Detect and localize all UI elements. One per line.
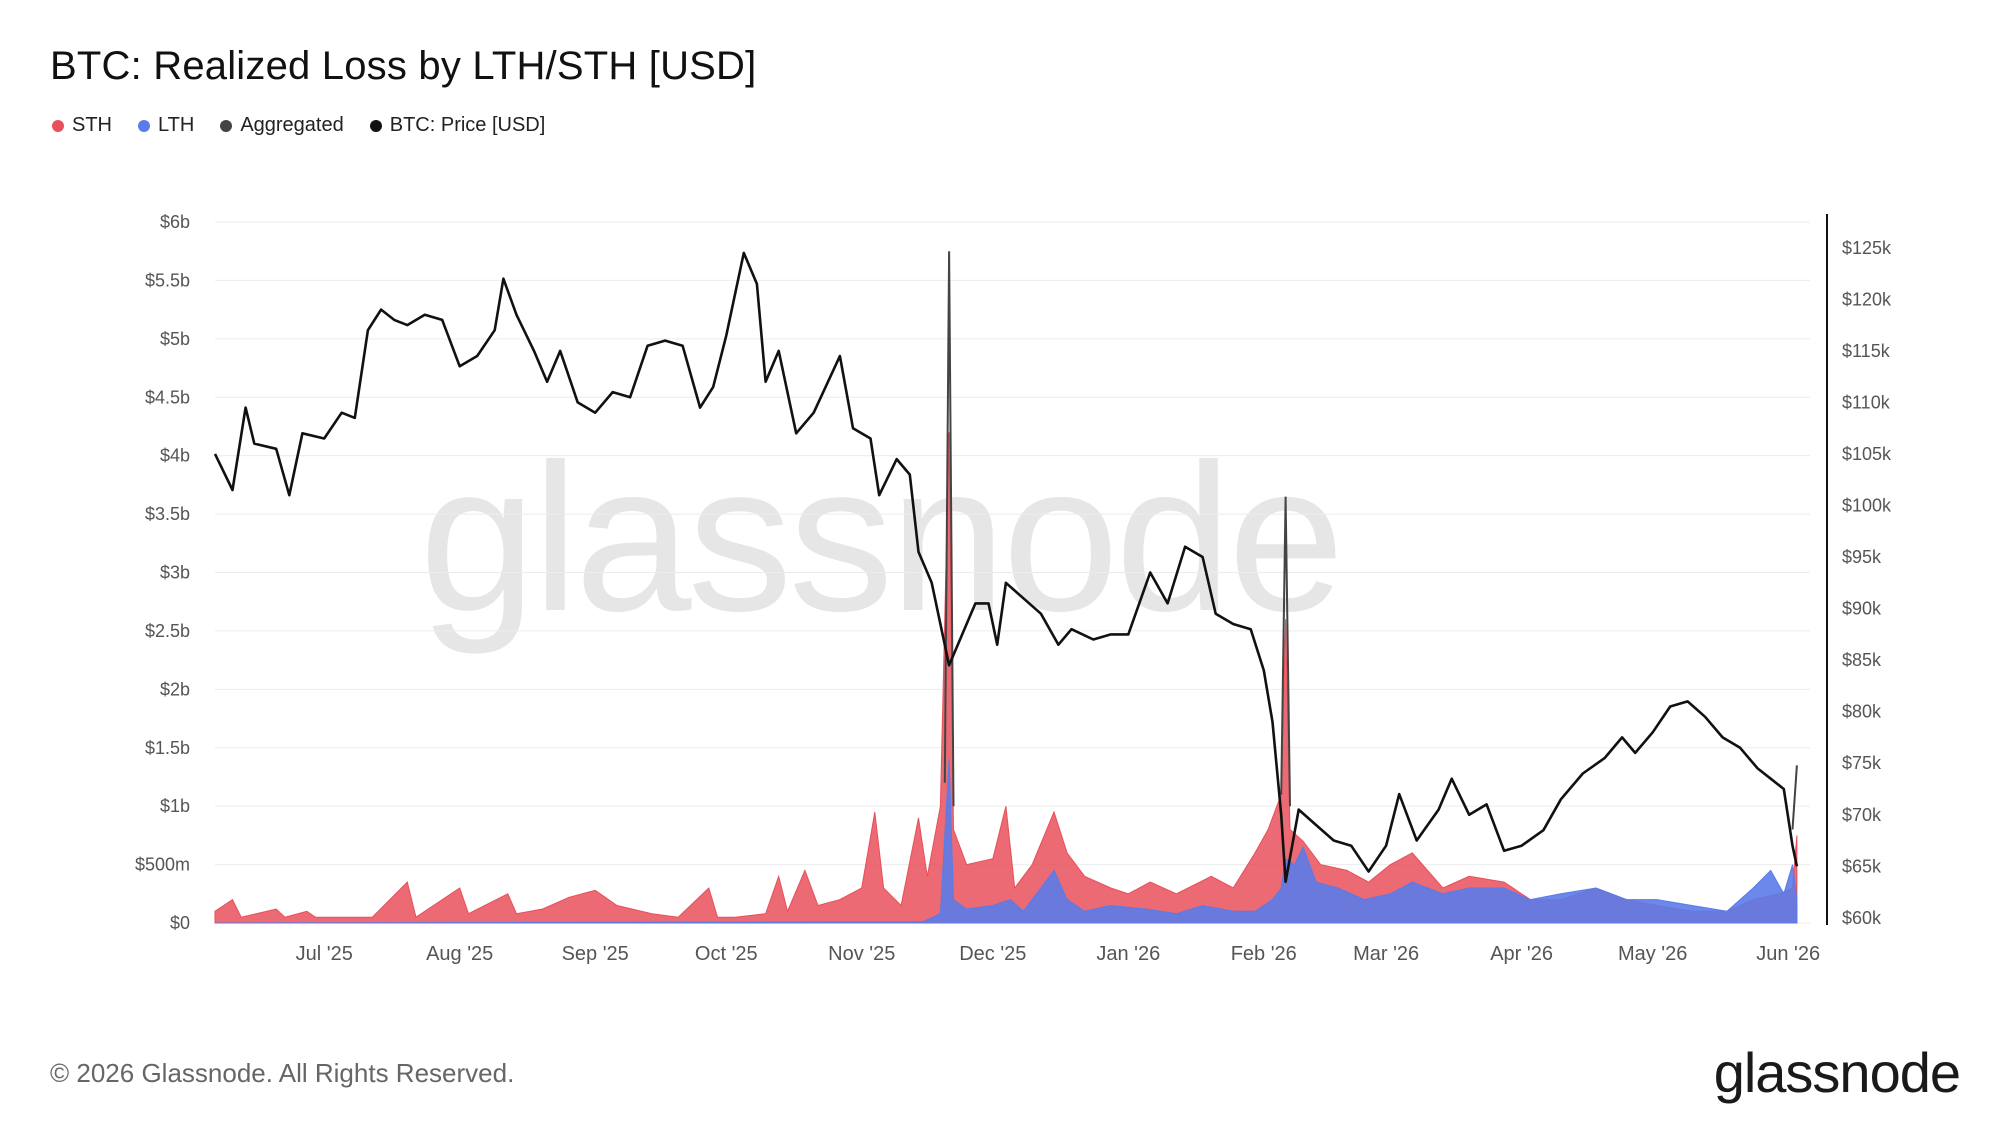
y-right-tick-label: $80k [1842, 702, 1882, 722]
watermark-text: glassnode [419, 420, 1340, 655]
y-right-tick-label: $110k [1842, 392, 1891, 412]
y-left-tick-label: $0 [170, 913, 190, 933]
y-right-tick-label: $65k [1842, 856, 1882, 876]
lth-area [214, 759, 1798, 924]
legend-item-aggregated[interactable]: Aggregated [220, 114, 344, 137]
legend-label-btc-price: BTC: Price [USD] [389, 114, 546, 136]
y-left-tick-label: $3.5b [145, 504, 190, 524]
legend-item-sth[interactable]: STH [52, 114, 112, 137]
y-left-tick-label: $5.5b [145, 270, 190, 290]
y-left-tick-label: $2.5b [145, 621, 190, 641]
y-right-tick-label: $120k [1842, 289, 1892, 309]
axes: $0 $500m $1b $1.5b $2b $2.5b $3b $3.5b $4b $4.5b $… [135, 212, 1892, 965]
legend-label-lth: LTH [158, 114, 195, 136]
y-left-tick-label: $1b [160, 796, 190, 816]
y-right-tick-label: $115k [1842, 341, 1891, 361]
y-left-tick-label: $2b [160, 679, 190, 699]
x-tick-label: Aug '25 [426, 943, 493, 965]
aggregated-spike-jun [1791, 765, 1798, 830]
y-left-tick-label: $1.5b [145, 738, 190, 758]
x-tick-label: Jun '26 [1756, 943, 1820, 965]
page-title: BTC: Realized Loss by LTH/STH [USD] [50, 44, 757, 88]
legend-item-lth[interactable]: LTH [138, 114, 194, 137]
x-tick-label: Feb '26 [1231, 943, 1297, 965]
y-right-tick-label: $105k [1842, 444, 1892, 464]
legend-label-aggregated: Aggregated [240, 114, 344, 136]
sth-area [214, 432, 1798, 924]
loss-areas [214, 432, 1798, 924]
y-right-tick-label: $90k [1842, 599, 1882, 619]
y-right-tick-label: $125k [1842, 238, 1892, 258]
copyright-text: © 2026 Glassnode. All Rights Reserved. [50, 1058, 515, 1088]
legend-dot-lth [138, 119, 150, 132]
legend-dot-aggregated [220, 119, 233, 132]
legend-label-sth: STH [72, 114, 112, 136]
chart-legend: STH LTH Aggregated BTC: Price [USD] [52, 114, 545, 137]
grid-lines [215, 221, 1810, 924]
legend-dot-btc-price [369, 119, 382, 132]
legend-item-btc-price[interactable]: BTC: Price [USD] [369, 114, 546, 137]
brand-logo: glassnode [1713, 1041, 1961, 1104]
aggregated-spike-nov [943, 251, 955, 807]
line-series [213, 251, 1799, 884]
x-tick-label: Dec '25 [959, 943, 1026, 965]
aggregated-spike-feb [1280, 496, 1291, 807]
y-right-tick-label: $75k [1842, 753, 1882, 773]
y-left-tick-label: $6b [160, 212, 190, 232]
x-tick-label: Nov '25 [828, 943, 895, 965]
x-tick-label: Apr '26 [1490, 943, 1553, 965]
y-right-tick-label: $95k [1842, 547, 1882, 567]
x-tick-label: Jan '26 [1096, 943, 1160, 965]
y-left-tick-label: $4.5b [145, 387, 190, 407]
btc-price-line [213, 251, 1799, 884]
x-tick-label: Oct '25 [695, 943, 758, 965]
y-left-tick-label: $3b [160, 563, 190, 583]
y-right-tick-label: $100k [1842, 495, 1892, 515]
y-right-tick-label: $60k [1842, 908, 1882, 928]
x-tick-label: Mar '26 [1353, 943, 1419, 965]
x-tick-label: May '26 [1618, 943, 1687, 965]
x-tick-label: Jul '25 [296, 943, 353, 965]
y-left-tick-label: $5b [160, 329, 190, 349]
legend-dot-sth [52, 119, 64, 132]
y-left-tick-label: $4b [160, 446, 190, 466]
y-right-tick-label: $85k [1842, 650, 1882, 670]
y-left-tick-label: $500m [135, 855, 190, 875]
x-tick-label: Sep '25 [562, 943, 629, 965]
y-right-tick-label: $70k [1842, 805, 1882, 825]
